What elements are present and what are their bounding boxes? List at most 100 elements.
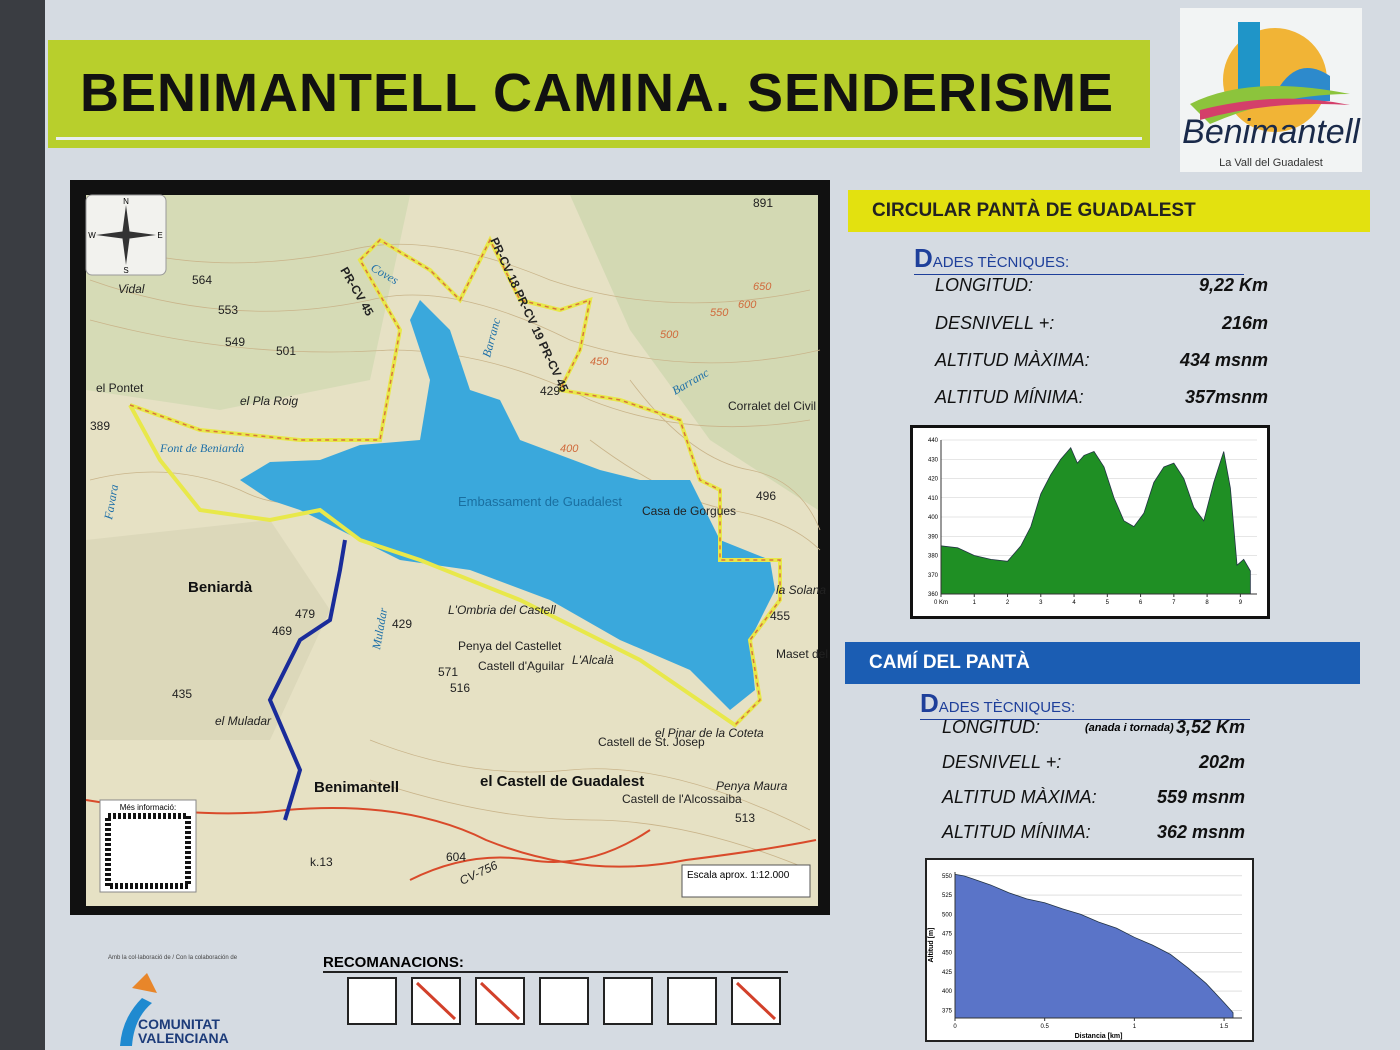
map-label: 389 bbox=[90, 419, 110, 433]
data-value: 434 msnm bbox=[1179, 350, 1268, 370]
y-tick-label: 360 bbox=[928, 592, 939, 598]
map-label: 500 bbox=[660, 329, 679, 341]
terrain bbox=[570, 195, 818, 510]
map-label: 891 bbox=[753, 196, 773, 210]
x-tick-label: 0.5 bbox=[1041, 1024, 1050, 1030]
y-tick-label: 375 bbox=[942, 1008, 953, 1014]
x-tick-label: 1 bbox=[1133, 1024, 1137, 1030]
map-label: 564 bbox=[192, 273, 212, 287]
map-label: Favara bbox=[101, 483, 121, 521]
logo-shape bbox=[120, 998, 152, 1046]
y-tick-label: 425 bbox=[942, 970, 953, 976]
map-label: 571 bbox=[438, 665, 458, 679]
data-label: LONGITUD: bbox=[942, 717, 1041, 737]
map-label: 553 bbox=[218, 303, 238, 317]
x-tick-label: 4 bbox=[1072, 600, 1076, 606]
y-tick-label: 500 bbox=[942, 912, 953, 918]
logo-hill bbox=[1190, 86, 1350, 124]
logo-tower bbox=[1238, 22, 1260, 102]
logo: Benimantell La Vall del Guadalest bbox=[1180, 8, 1362, 172]
logo-shape bbox=[132, 973, 157, 993]
map-label: 429 bbox=[392, 617, 412, 631]
data-note: (anada i tornada) bbox=[1085, 722, 1174, 734]
y-tick-label: 525 bbox=[942, 893, 953, 899]
prohibition-marks bbox=[415, 981, 777, 1021]
data-heading: DADES TÈCNIQUES: bbox=[914, 243, 1244, 275]
map-label: Penya Maura bbox=[716, 779, 788, 793]
roads bbox=[85, 799, 817, 881]
map-label: 479 bbox=[295, 607, 315, 621]
map-label: Font de Beniardà bbox=[159, 441, 244, 455]
map-label: Corralet del Civil bbox=[728, 399, 816, 413]
compass-letter: W bbox=[88, 231, 96, 240]
map-label: 600 bbox=[738, 299, 757, 311]
data-value: 357msnm bbox=[1184, 387, 1268, 407]
x-tick-label: 7 bbox=[1172, 600, 1176, 606]
compass-letter: S bbox=[123, 266, 128, 275]
icons bbox=[347, 977, 781, 1025]
x-tick-label: 0 bbox=[953, 1024, 957, 1030]
trail bbox=[267, 539, 347, 821]
data-label: ALTITUD MÍNIMA: bbox=[935, 387, 1084, 407]
route-dash bbox=[129, 238, 781, 726]
x-tick-label: 5 bbox=[1106, 600, 1110, 606]
map-label: k.13 bbox=[310, 855, 333, 869]
y-tick-label: 420 bbox=[928, 477, 939, 483]
data-label: ALTITUD MÀXIMA: bbox=[942, 787, 1097, 807]
x-axis-label: Distancia [km] bbox=[1075, 1033, 1123, 1040]
recommendation-icons bbox=[347, 977, 781, 1025]
partner-name: COMUNITAT VALENCIANA bbox=[138, 1016, 229, 1046]
y-axis-label: Altitud [m] bbox=[928, 928, 935, 963]
map-label: el Pontet bbox=[96, 381, 144, 395]
data-value: 362 msnm bbox=[1156, 822, 1245, 842]
map-label: Castell d'Aguilar bbox=[478, 659, 564, 673]
map-label: L'Ombria del Castell bbox=[448, 603, 556, 617]
x-tick-label: 6 bbox=[1139, 600, 1143, 606]
title: BENIMANTELL CAMINA. SENDERISME bbox=[80, 63, 1115, 123]
map-label: el Muladar bbox=[215, 714, 272, 728]
logo-graphic: Benimantell La Vall del Guadalest bbox=[1182, 22, 1361, 169]
y-tick-label: 475 bbox=[942, 931, 953, 937]
map-label: Vidal bbox=[118, 282, 145, 296]
map-label: 400 bbox=[560, 443, 579, 455]
map-label: 455 bbox=[770, 609, 790, 623]
compass-rose bbox=[96, 205, 156, 265]
y-tick-label: 410 bbox=[928, 496, 939, 502]
map: N S E W Vidal 564 553 549 501 el Pontet … bbox=[70, 180, 830, 915]
map-label: 469 bbox=[272, 624, 292, 638]
elevation-profile: 360 370 380 390 400 410 420 430 440 0 Km 1 2 3 4 5 6 7 8 9 bbox=[910, 425, 1270, 619]
map-label: Maset del Mul bbox=[776, 647, 830, 661]
map-label: el Pinar de la Coteta bbox=[655, 726, 764, 740]
map-label: 549 bbox=[225, 335, 245, 349]
data-heading: DADES TÈCNIQUES: bbox=[920, 688, 1250, 720]
map-label: 516 bbox=[450, 681, 470, 695]
y-tick-label: 390 bbox=[928, 534, 939, 540]
x-tick-label: 8 bbox=[1205, 600, 1209, 606]
x-tick-label: 9 bbox=[1239, 600, 1243, 606]
map-label: el Pla Roig bbox=[240, 394, 298, 408]
map-label: Penya del Castellet bbox=[458, 639, 562, 653]
map-label: Castell de St. Josep bbox=[598, 735, 705, 749]
map-label: 550 bbox=[710, 307, 729, 319]
route-title-bar: CIRCULAR PANTÀ DE GUADALEST bbox=[848, 190, 1370, 232]
map-label: 435 bbox=[172, 687, 192, 701]
reservoir bbox=[240, 300, 775, 710]
qr-code bbox=[105, 813, 191, 889]
qr-caption: Més informació: bbox=[120, 803, 176, 812]
terrain bbox=[86, 195, 410, 410]
map-label: Benimantell bbox=[314, 779, 399, 796]
y-tick-label: 400 bbox=[942, 989, 953, 995]
logo-name: Benimantell bbox=[1182, 113, 1361, 151]
map-label: Castell de l'Alcossaiba bbox=[622, 792, 742, 806]
map-label: 429 bbox=[540, 384, 560, 398]
y-tick-label: 550 bbox=[942, 874, 953, 880]
y-tick-label: 380 bbox=[928, 554, 939, 560]
map-label: 501 bbox=[276, 344, 296, 358]
partner-logo bbox=[120, 973, 157, 1046]
y-tick-label: 440 bbox=[928, 438, 939, 444]
map-label: L'Alcalà bbox=[572, 653, 614, 667]
y-tick-label: 370 bbox=[928, 573, 939, 579]
map-label: Casa de Gorgues bbox=[642, 504, 736, 518]
logo-hill bbox=[1200, 98, 1350, 120]
